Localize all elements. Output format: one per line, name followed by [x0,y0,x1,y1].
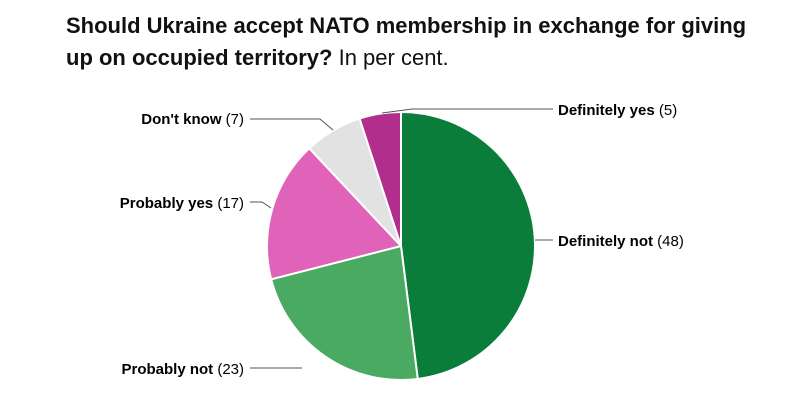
slice-label-name: Definitely yes [558,102,655,119]
pie-slices [266,111,536,381]
leader-line-definitely-yes [381,108,553,114]
slice-label-definitely-not: Definitely not (48) [558,233,684,250]
leader-line-don-t-know [250,118,334,131]
label-leaders [250,108,553,369]
chart-subtitle: In per cent. [338,45,449,70]
slice-label-probably-yes: Probably yes (17) [120,195,244,212]
slice-label-value: (17) [213,195,244,212]
pie-slice-definitely-yes [358,111,402,247]
slice-label-name: Probably yes [120,195,213,212]
slice-label-value: (5) [655,102,678,119]
pie-slice-probably-yes [266,147,402,281]
chart-title: Should Ukraine accept NATO membership in… [66,10,766,74]
slice-label-probably-not: Probably not (23) [121,361,244,378]
chart-title-text: Should Ukraine accept NATO membership in… [66,13,747,70]
slice-label-name: Definitely not [558,233,653,250]
slice-label-don-t-know: Don't know (7) [141,111,244,128]
slice-label-value: (23) [213,361,244,378]
slice-label-value: (48) [653,233,684,250]
pie-slice-probably-not [270,245,419,381]
slice-label-value: (7) [222,111,245,128]
pie-slice-definitely-not [400,111,536,380]
slice-labels: Definitely not (48)Probably not (23)Prob… [120,102,684,378]
leader-line-probably-yes [250,201,272,209]
slice-label-name: Don't know [141,111,222,128]
slice-label-name: Probably not [121,361,213,378]
slice-label-definitely-yes: Definitely yes (5) [558,102,677,119]
